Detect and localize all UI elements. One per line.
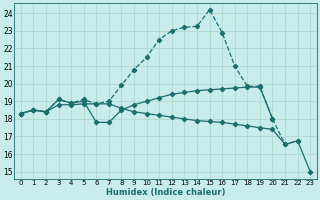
X-axis label: Humidex (Indice chaleur): Humidex (Indice chaleur) [106,188,225,197]
